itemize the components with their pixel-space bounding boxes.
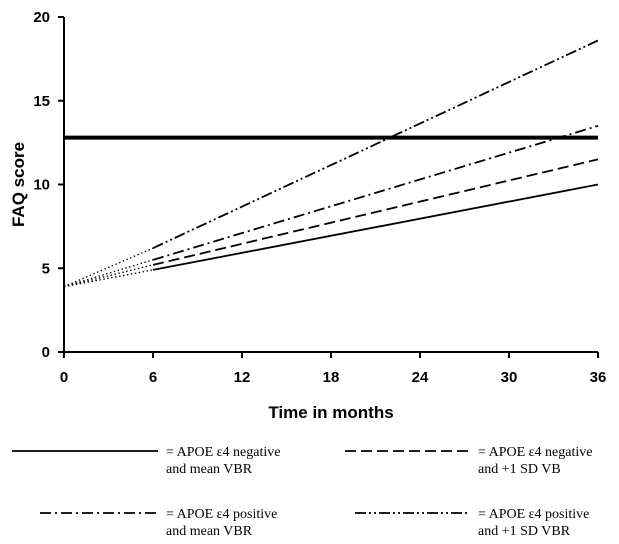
series-1-dotted-segment [63,269,154,288]
x-tick-label: 12 [234,369,251,386]
series-2-dotted-segment [63,264,154,288]
legend-label-1: = APOE ε4 negative [166,445,280,460]
x-tick-label: 6 [149,369,157,386]
x-tick-label: 0 [60,369,68,386]
legend-label-2: = APOE ε4 negative [478,445,592,460]
y-tick-label: 20 [33,9,50,26]
legend-label-1: and mean VBR [166,462,253,477]
series-4-dotted-segment [63,247,154,288]
legend-label-3: and mean VBR [166,524,253,539]
series-4-line [152,39,599,249]
y-tick-label: 5 [42,260,50,277]
series-3-line [152,125,599,261]
x-tick-label: 18 [323,369,340,386]
y-tick-label: 15 [33,93,50,110]
x-tick-label: 36 [590,369,607,386]
x-tick-label: 30 [501,369,518,386]
legend-label-2: and +1 SD VB [478,462,561,477]
legend-label-4: = APOE ε4 positive [478,507,589,522]
x-tick-label: 24 [412,369,429,386]
series-1-line [152,183,599,271]
y-axis-title: FAQ score [9,142,28,227]
y-tick-label: 0 [42,344,50,361]
x-axis-title: Time in months [268,403,393,422]
y-tick-label: 10 [33,177,50,194]
legend-label-3: = APOE ε4 positive [166,507,277,522]
legend-label-4: and +1 SD VBR [478,524,571,539]
series-3-dotted-segment [63,259,154,288]
series-2-line [152,158,599,266]
